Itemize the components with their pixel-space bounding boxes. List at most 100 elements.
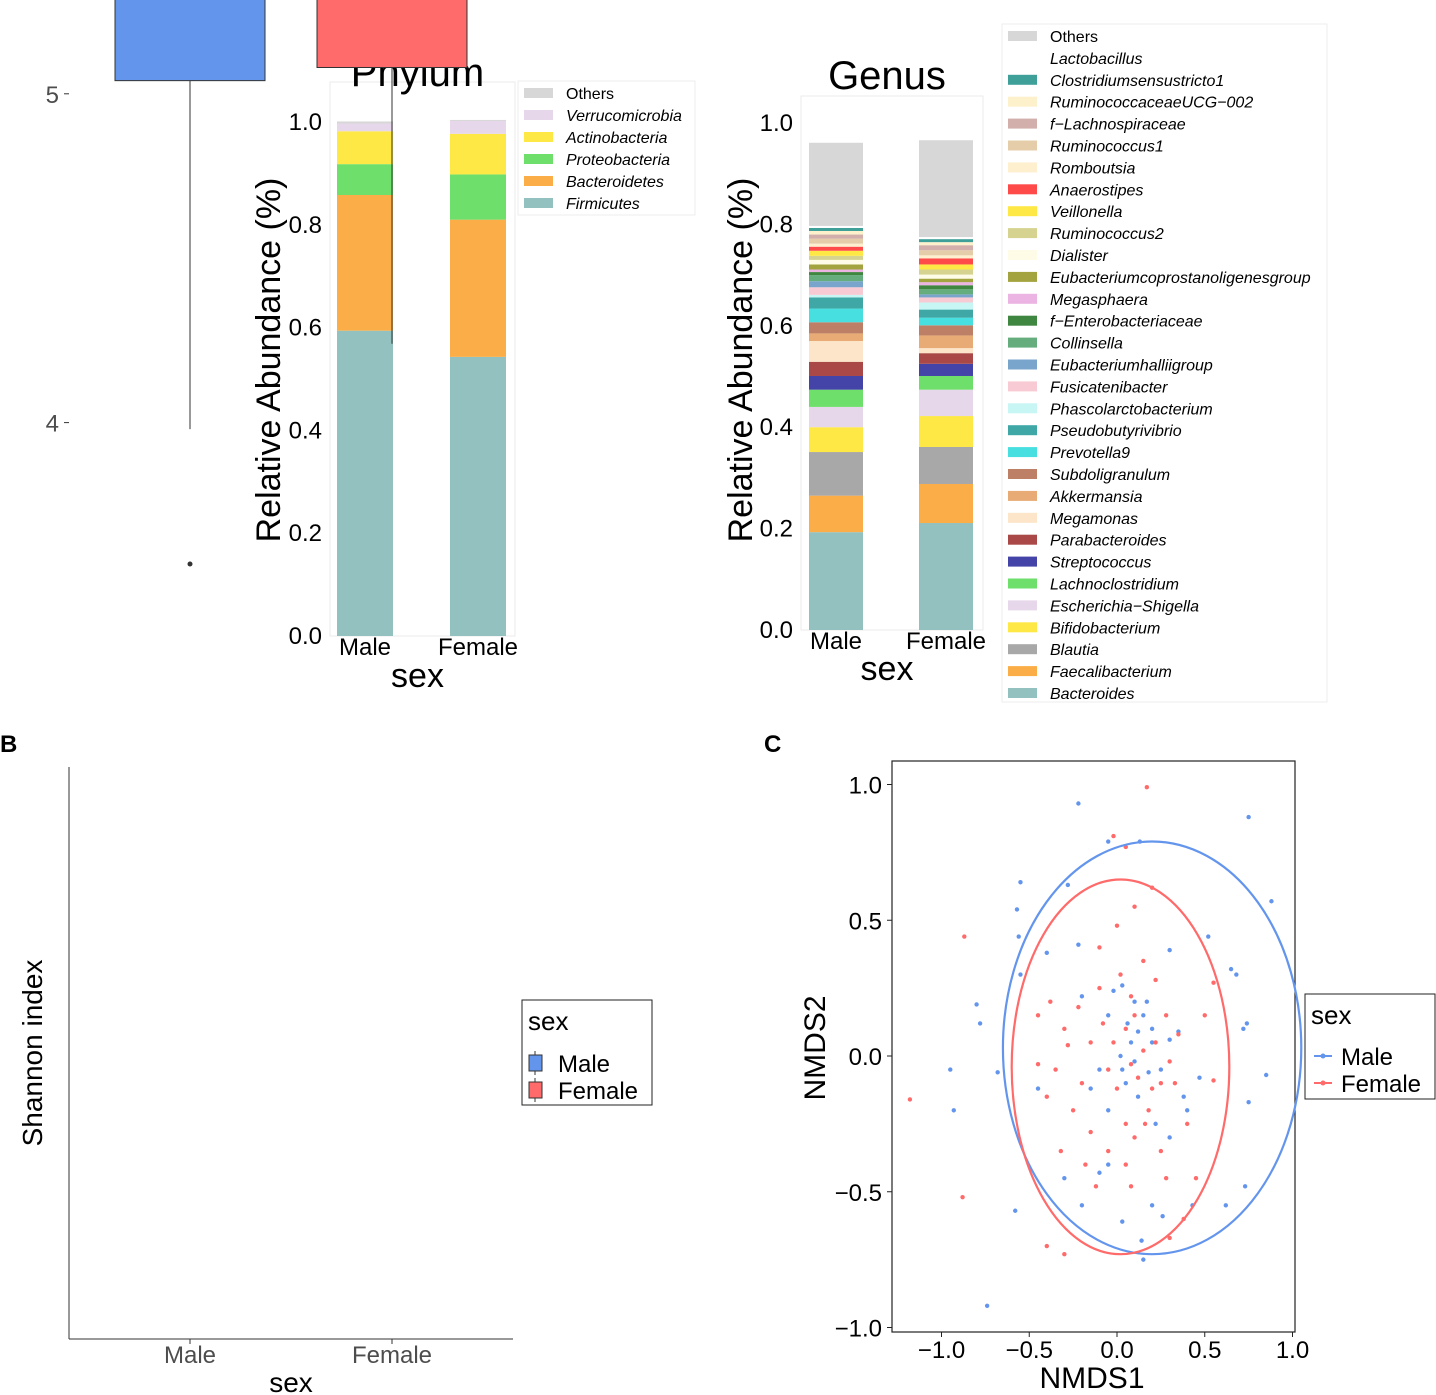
point-female [1132,1135,1137,1140]
y-tick-label: 0.0 [849,1044,882,1071]
legend-title: sex [1311,1000,1351,1030]
legend-label-subdoligranulum: Subdoligranulum [1050,467,1170,484]
point-female [907,1097,913,1102]
point-female [1093,1184,1099,1189]
legend-swatch-fusicatenibacter [1008,381,1037,392]
plot-frame [891,760,1296,1333]
point-male [1076,942,1081,947]
point-female [1211,980,1216,985]
bar-segment-ruminococcus1-female [919,250,973,256]
point-male [1141,1013,1146,1018]
legend-label-streptococcus: Streptococcus [1050,555,1151,572]
legend-swatch-proteobacteria [524,154,553,164]
bar-segment-clostridiumsensustricto1-male [809,227,863,231]
point-male [1079,1203,1085,1208]
legend-swatch-pseudobutyrivibrio [1008,425,1037,436]
box-male [114,0,266,82]
point-female [1088,1129,1093,1135]
bar-segment-megasphaera-female [919,282,973,286]
x-axis-label: sex [391,657,444,695]
bar-segment-prevotella9-male [809,308,863,323]
bar-segment-ruminococcus1-male [809,238,863,244]
legend-label-male: Male [1341,1044,1393,1071]
point-male [1242,1184,1248,1189]
bar-segment-dialister-female [919,274,973,279]
point-female [1083,1162,1088,1167]
genus-chart: 0.0 0.2 0.4 0.6 0.8 1.0 Male Female Genus sex Rela… [722,23,1328,703]
point-female [1111,833,1116,839]
bar-segment-faecalibacterium-male [809,495,863,533]
bar-segment-romboutsia-male [809,243,863,247]
legend-swatch-f-enterobacteriaceae [1008,315,1037,326]
point-male [1167,1037,1172,1042]
point-female [1044,1243,1050,1249]
legend-label-faecalibacterium: Faecalibacterium [1050,664,1172,681]
point-male [1223,1203,1229,1208]
bar-segment-streptococcus-female [919,363,973,376]
legend-swatch-ruminococcus1 [1008,140,1037,151]
bar-segment-f-lachnospiraceae-female [919,245,973,251]
bar-segment-f-enterobacteriaceae-male [809,272,863,276]
y-axis-label: Relative Abundance (%) [250,178,288,543]
point-male [1241,1026,1246,1032]
legend-label-veillonella: Veillonella [1050,204,1122,221]
y-tick-label: 0.2 [289,520,322,547]
legend-swatch-lactobacillus [1008,52,1037,63]
legend-box [1304,993,1436,1100]
legend-swatch-eubacteriumcoprostanoligenesgroup [1008,271,1037,282]
bar-segment-megasphaera-male [809,269,863,273]
point-female [1058,1148,1064,1154]
plot-frame [800,95,984,631]
point-male [1197,1075,1202,1080]
point-female [1106,1148,1111,1154]
x-axis-label: sex [861,650,914,688]
point-female [1153,977,1158,983]
point-male [1128,1040,1134,1045]
point-male [1097,1067,1102,1072]
legend-swatch-bacteroides [1008,688,1037,698]
legend-label-male: Male [558,1051,610,1078]
point-male [1149,1203,1155,1208]
point-female [1053,1067,1058,1072]
y-tick-label: 0.5 [849,908,882,935]
legend-key-point-female [1320,1080,1326,1086]
legend-swatch-anaerostipes [1008,184,1037,195]
legend-swatch-clostridiumsensustricto1 [1008,74,1037,85]
point-male [1185,1108,1190,1113]
bar-segment-pseudobutyrivibrio-female [919,309,973,318]
point-male [951,1108,956,1113]
point-male [1097,1170,1102,1175]
legend-swatch-subdoligranulum [1008,469,1037,479]
bar-segment-bacteroides-male [809,532,863,630]
plot-frame [329,81,516,637]
bar-segment-others-male [809,142,863,226]
panel-label-c: C [764,731,781,758]
point-female [1153,1040,1158,1045]
point-male [1106,1013,1111,1018]
legend-label-others: Others [1050,29,1098,46]
point-female [1167,1235,1172,1241]
point-male [1018,972,1023,977]
bar-segment-romboutsia-female [919,255,973,259]
legend-swatch-others [1008,31,1037,41]
legend-label-parabacteroides: Parabacteroides [1050,533,1167,550]
bar-segment-f-enterobacteriaceae-female [919,285,973,290]
y-tick-label: −1.0 [835,1316,882,1343]
point-female [1079,1080,1085,1086]
bar-segment-bacteroidetes-female [450,219,506,357]
point-male [1146,1070,1151,1075]
point-female [1128,1184,1134,1189]
bar-segment-lachnoclostridium-male [809,389,863,407]
point-male [1206,934,1211,939]
bar-segment-eubacteriumcoprostanoligenesgroup-male [809,264,863,270]
y-tick-label: −0.5 [835,1180,882,1207]
legend-title: sex [528,1006,568,1036]
point-male [1149,1026,1155,1032]
bar-segment-megamonas-female [919,348,973,354]
bar-segment-actinobacteria-male [337,131,393,165]
bar-segment-ruminococcaceaeucg-002-female [919,242,973,246]
legend-swatch-firmicutes [524,198,553,208]
point-male [1016,934,1021,939]
legend-box [517,80,696,216]
